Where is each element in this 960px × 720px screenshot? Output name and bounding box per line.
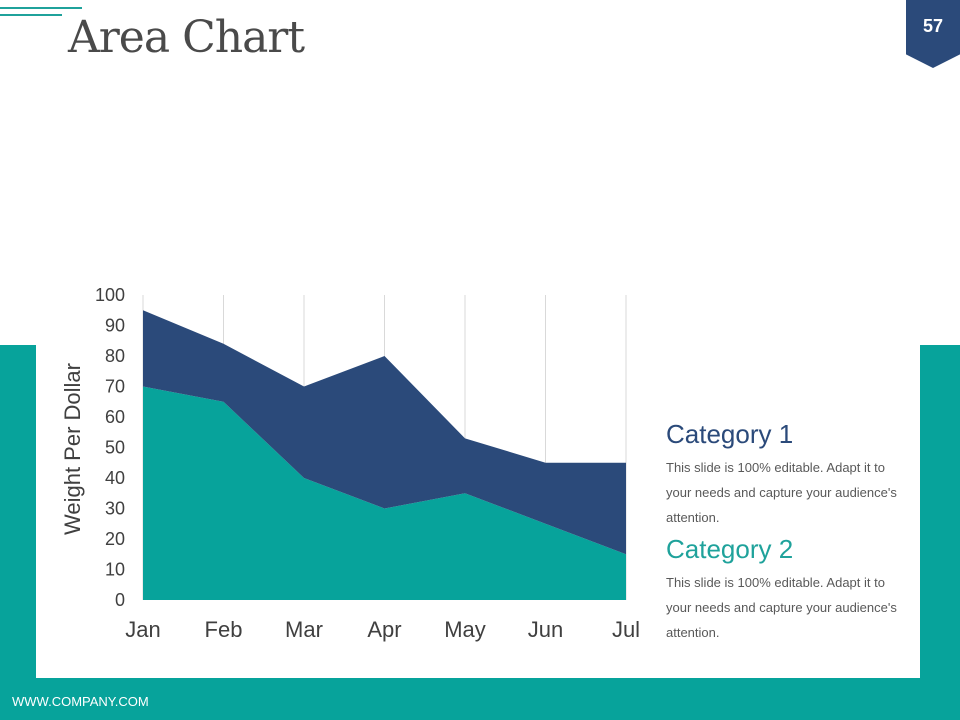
page-number-badge: 57 <box>906 0 960 68</box>
y-tick-label: 20 <box>105 529 125 549</box>
y-tick-label: 90 <box>105 316 125 336</box>
y-tick-label: 80 <box>105 346 125 366</box>
legend-category-2-description: This slide is 100% editable. Adapt it to… <box>666 575 897 640</box>
title-accent-line <box>0 7 82 9</box>
y-tick-label: 30 <box>105 499 125 519</box>
x-axis-ticks: Jan Feb Mar Apr May Jun Jul <box>125 617 640 642</box>
x-tick-label-may: May <box>444 617 486 642</box>
title-accent-line-short <box>0 14 62 16</box>
area-series-category-1 <box>143 310 626 555</box>
slide-title: Area Chart <box>68 12 305 63</box>
legend-category-1-title: Category 1 <box>666 419 794 449</box>
legend-category-2-title: Category 2 <box>666 534 794 564</box>
y-tick-label: 0 <box>115 590 125 610</box>
y-tick-label: 50 <box>105 438 125 458</box>
legend-category-1-description: This slide is 100% editable. Adapt it to… <box>666 460 897 525</box>
footer-url: WWW.COMPANY.COM <box>12 694 149 709</box>
y-tick-label: 40 <box>105 468 125 488</box>
y-tick-label: 100 <box>95 285 125 305</box>
x-tick-label-feb: Feb <box>205 617 243 642</box>
y-axis-ticks: 0 10 20 30 40 50 60 70 80 90 100 <box>95 285 125 610</box>
x-tick-label-jan: Jan <box>125 617 160 642</box>
y-tick-label: 70 <box>105 377 125 397</box>
y-tick-label: 60 <box>105 407 125 427</box>
chart-areas <box>143 310 626 600</box>
y-tick-label: 10 <box>105 560 125 580</box>
page-number: 57 <box>922 16 944 36</box>
x-tick-label-jun: Jun <box>528 617 563 642</box>
x-tick-label-mar: Mar <box>285 617 323 642</box>
x-tick-label-jul: Jul <box>612 617 640 642</box>
y-axis-label: Weight Per Dollar <box>60 363 85 535</box>
x-tick-label-apr: Apr <box>367 617 401 642</box>
